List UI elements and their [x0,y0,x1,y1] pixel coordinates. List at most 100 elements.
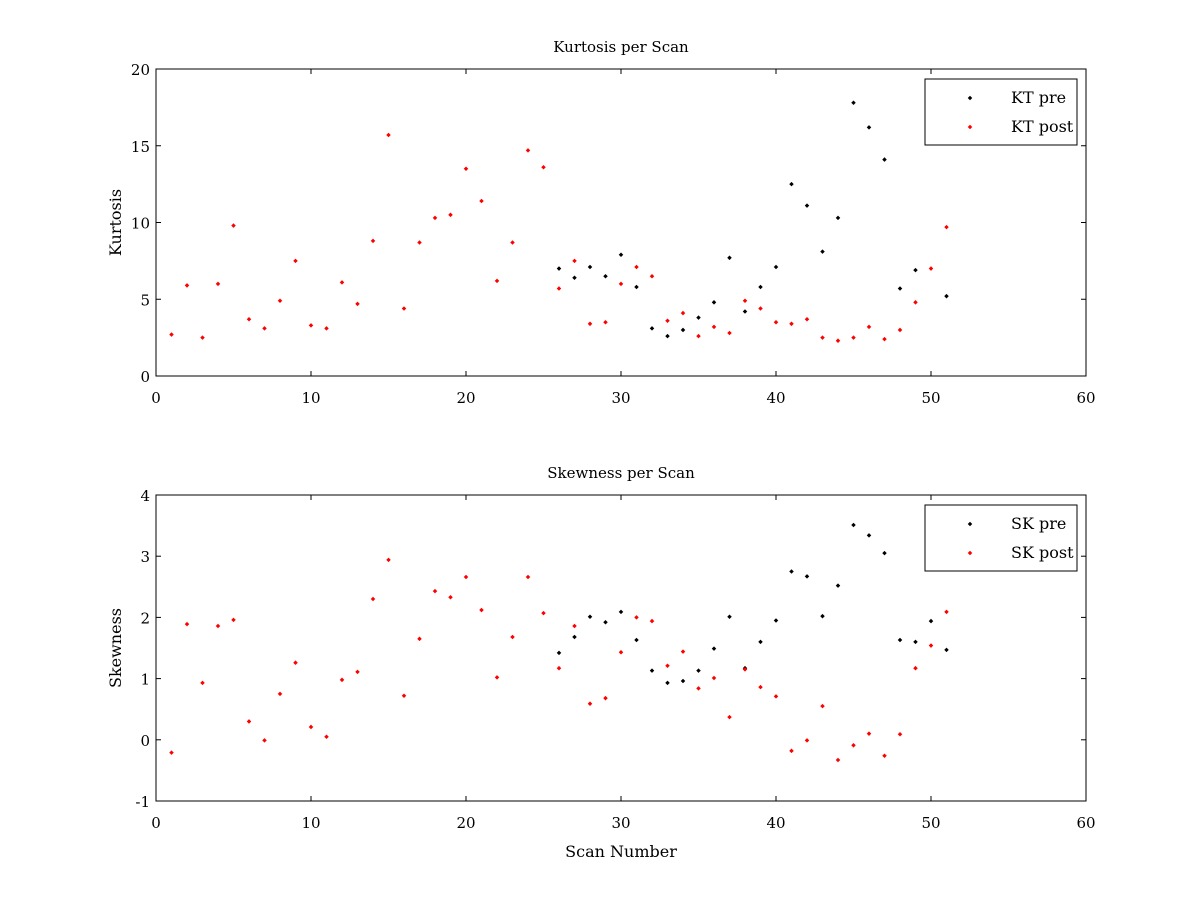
data-point-post [293,258,298,264]
legend-label: SK pre [1011,514,1066,533]
data-point-post [556,665,562,671]
y-tick-label: 10 [131,215,150,233]
data-point-pre [773,264,779,270]
data-point-pre [587,264,593,270]
data-point-post [696,333,701,339]
data-point-post [184,283,190,288]
data-point-post [401,306,407,311]
data-point-post [308,323,314,328]
data-point-post [339,280,345,285]
data-point-post [169,332,174,337]
data-point-post [882,753,887,758]
data-point-post [370,238,376,244]
data-point-pre [680,678,686,684]
data-point-post [866,324,872,330]
legend-box [924,504,1078,572]
y-axis-label: Skewness [106,608,125,688]
data-point-post [277,691,283,697]
data-point-post [355,669,360,675]
data-point-pre [556,650,562,656]
data-point-pre [711,300,717,305]
data-point-post [432,588,438,594]
data-point-post [665,318,670,324]
data-point-pre [634,284,639,290]
data-point-post [293,660,298,665]
data-point-post [680,310,686,316]
data-point-post [758,306,763,311]
chart-title: Skewness per Scan [547,464,695,482]
legend-label: KT pre [1011,88,1066,107]
x-tick-label: 0 [151,814,161,832]
data-point-post [851,335,856,340]
data-point-post [680,649,686,654]
data-point-pre [665,333,670,339]
data-point-pre [851,522,856,528]
data-point-post [572,258,577,264]
x-tick-label: 50 [921,389,940,407]
data-point-post [494,675,500,680]
data-point-post [618,650,624,655]
y-tick-label: 3 [140,548,150,566]
data-point-pre [711,646,717,651]
data-point-post [339,677,345,683]
data-point-post [324,734,329,740]
data-point-post [463,574,469,580]
data-point-post [262,738,267,743]
data-point-post [386,557,391,563]
legend-marker [967,521,973,527]
data-points [169,522,949,763]
data-point-post [789,321,794,327]
data-point-post [355,301,360,307]
x-tick-label: 40 [766,814,785,832]
chart-title: Kurtosis per Scan [553,38,689,56]
data-point-post [200,335,205,340]
x-tick-label: 60 [1076,389,1095,407]
data-point-post [448,594,453,600]
data-point-pre [804,574,810,579]
data-point-pre [603,273,608,279]
y-axis-label: Kurtosis [106,189,125,256]
data-point-pre [665,680,670,686]
x-tick-label: 20 [456,389,475,407]
data-point-pre [944,647,949,653]
tick-marks: 0 10 20 30 40 50 60 0 5 10 15 20 [131,61,1096,407]
data-point-post [246,316,252,322]
data-point-post [897,732,903,737]
legend: SK pre SK post [924,504,1078,572]
data-point-pre [944,293,949,299]
data-point-post [835,757,841,763]
y-tick-label: 1 [140,671,150,689]
data-point-post [479,607,484,613]
data-point-pre [913,267,918,273]
data-point-post [789,748,794,754]
y-tick-label: 20 [131,61,150,79]
data-point-post [727,714,732,720]
x-tick-label: 40 [766,389,785,407]
data-point-post [525,574,531,580]
data-point-post [773,320,779,325]
data-point-post [665,663,670,669]
data-point-pre [572,275,577,281]
data-point-post [649,273,655,279]
legend-marker [967,550,973,556]
x-tick-label: 10 [301,389,320,407]
legend-label: SK post [1011,543,1074,562]
data-point-post [618,281,624,287]
data-point-post [711,324,717,330]
data-point-post [215,281,221,287]
data-point-post [494,278,500,284]
y-tick-label: 0 [140,732,150,750]
data-point-pre [913,639,918,645]
data-point-post [463,166,469,172]
legend: KT pre KT post [924,78,1078,146]
data-point-post [804,738,810,743]
data-point-post [882,336,887,342]
data-point-post [851,743,856,748]
data-point-pre [696,668,701,673]
data-point-post [634,264,639,270]
data-point-post [417,636,422,642]
data-point-post [479,198,484,204]
y-tick-label: 15 [131,138,150,156]
data-point-pre [649,326,655,331]
